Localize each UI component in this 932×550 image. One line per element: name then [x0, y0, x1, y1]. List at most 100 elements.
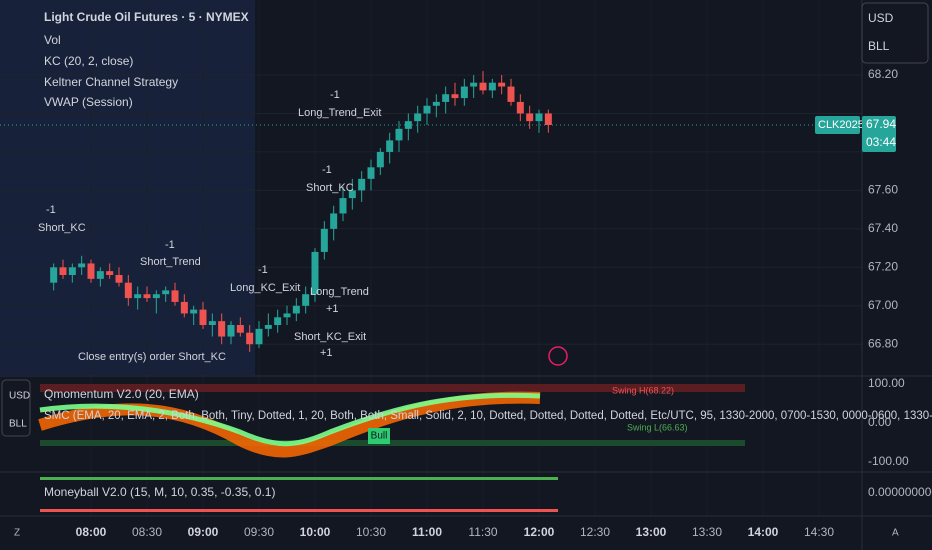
candle-body: [488, 82, 496, 91]
signal-label: Short_Trend: [140, 256, 201, 268]
countdown: 03:44: [866, 135, 896, 149]
candle-body: [339, 198, 347, 214]
candle-body: [479, 82, 487, 91]
candle-body: [68, 267, 76, 275]
x-tick-label: 14:00: [748, 525, 779, 539]
last-price: 67.94: [866, 117, 896, 131]
candle-body: [460, 86, 468, 99]
grid: [0, 74, 862, 345]
signal-label: Short_KC: [306, 182, 354, 194]
x-tick-label: 08:30: [132, 525, 162, 539]
candle-body: [470, 82, 478, 87]
candle-body: [236, 325, 244, 333]
indicator-label: Vol: [44, 33, 61, 47]
chart-title: Light Crude Oil Futures · 5 · NYMEX: [44, 10, 249, 24]
candle-body: [246, 332, 254, 345]
candle-body: [367, 167, 375, 179]
symbol-tag: [815, 116, 860, 134]
swing-low-zone: [40, 440, 745, 446]
currency[interactable]: USD: [9, 391, 30, 402]
y-tick-label: 67.20: [868, 259, 898, 273]
x-tick-label: 09:30: [244, 525, 274, 539]
signal-label: -1: [322, 164, 332, 176]
indicator-label: KC (20, 2, close): [44, 54, 133, 68]
x-tick-label: 11:30: [468, 525, 497, 539]
indicator-label: Keltner Channel Strategy: [44, 75, 178, 89]
candle-body: [171, 290, 179, 302]
candle-body: [227, 325, 235, 337]
smc-title: SMC (EMA, 20, EMA, 2, Both, Both, Tiny, …: [44, 410, 932, 422]
session-shade: [0, 0, 255, 375]
candle-body: [414, 113, 422, 122]
timezone-icon[interactable]: Z: [14, 528, 20, 539]
x-tick-label: 11:00: [412, 525, 442, 539]
swing-high-zone: [40, 384, 745, 392]
moneyball-lower: [40, 509, 558, 512]
candle-body: [78, 263, 86, 268]
candle-body: [180, 301, 188, 314]
unit[interactable]: BLL: [9, 419, 27, 430]
bull-box: [368, 428, 390, 444]
signal-label: Long_Trend: [310, 286, 369, 298]
candle-body: [96, 271, 104, 279]
y-tick-label: 67.00: [868, 298, 898, 312]
moneyball-upper: [40, 477, 558, 480]
candle-body: [432, 101, 440, 106]
x-tick-label: 12:30: [580, 525, 610, 539]
signal-label: Long_KC_Exit: [230, 282, 300, 294]
x-tick-label: 10:00: [300, 525, 331, 539]
unit[interactable]: BLL: [868, 39, 890, 53]
moneyball-title: Moneyball V2.0 (15, M, 10, 0.35, -0.35, …: [44, 485, 275, 499]
y-tick-label: -100.00: [868, 454, 909, 468]
x-tick-label: 10:30: [356, 525, 386, 539]
swing-low: Swing L(66.63): [627, 422, 688, 432]
signal-label: -1: [46, 204, 56, 216]
alert-icon[interactable]: [548, 346, 568, 366]
candle-body: [507, 86, 515, 102]
candle-body: [87, 263, 95, 279]
indicator-label: VWAP (Session): [44, 95, 133, 109]
candle-body: [330, 213, 338, 229]
candle-body: [526, 113, 534, 122]
candle-body: [50, 267, 58, 283]
swing-high: Swing H(68.22): [612, 385, 674, 395]
auto-scale[interactable]: A: [892, 528, 899, 539]
candles: [50, 71, 552, 352]
candle-body: [162, 290, 170, 295]
signal-label: +1: [326, 303, 339, 315]
bull-label: Bull: [371, 431, 388, 442]
currency-box[interactable]: [861, 2, 929, 64]
candle-body: [292, 305, 300, 314]
candle-body: [274, 317, 282, 325]
candle-body: [376, 151, 384, 168]
candle-body: [190, 309, 198, 314]
candle-body: [535, 113, 543, 122]
y-tick-label: 66.80: [868, 336, 898, 350]
last-price-tag: [862, 116, 896, 152]
y-tick-label: 0.00: [868, 415, 892, 429]
y-tick-label: 68.20: [868, 67, 898, 81]
signal-label: -1: [165, 239, 175, 251]
candle-body: [124, 282, 132, 299]
candle-body: [208, 321, 216, 325]
x-tick-label: 08:00: [76, 525, 107, 539]
candle-body: [395, 128, 403, 141]
candle-body: [143, 294, 151, 299]
x-tick-label: 09:00: [188, 525, 219, 539]
candle-body: [199, 309, 207, 325]
candle-body: [404, 121, 412, 129]
momentum-signal: [39, 392, 541, 447]
signal-label: +1: [320, 347, 333, 359]
symbol: CLK2025: [818, 119, 864, 131]
currency-box[interactable]: [1, 379, 31, 437]
candle-body: [152, 294, 160, 299]
candle-body: [358, 178, 366, 191]
x-tick-label: 13:00: [636, 525, 667, 539]
candle-body: [311, 251, 319, 295]
signal-label: -1: [330, 89, 340, 101]
signal-label: -1: [258, 264, 268, 276]
candle-body: [283, 313, 291, 318]
candle-body: [115, 275, 123, 283]
candle-body: [498, 82, 506, 87]
currency[interactable]: USD: [868, 11, 894, 25]
